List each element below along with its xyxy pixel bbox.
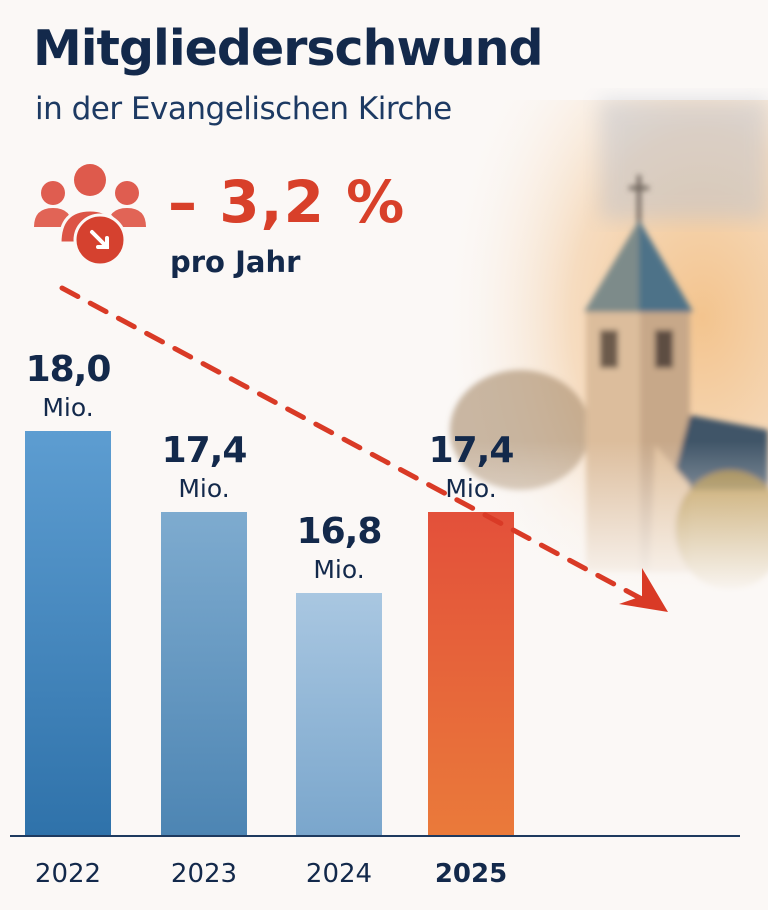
trend-arrow-line: [59, 285, 643, 601]
page-subtitle: in der Evangelischen Kirche: [35, 91, 452, 127]
decline-rate-caption: pro Jahr: [170, 245, 301, 279]
unit-label-2025: Mio.: [445, 474, 496, 503]
trend-arrow-head: [619, 568, 668, 612]
x-tick-2025: 2025: [435, 859, 507, 889]
unit-label-2023: Mio.: [178, 474, 229, 503]
bar-2023: [161, 512, 247, 836]
value-label-2025: 17,4: [429, 430, 514, 471]
page-title: Mitgliederschwund: [33, 20, 544, 77]
value-label-2022: 18,0: [26, 349, 111, 390]
value-label-2024: 16,8: [297, 511, 382, 552]
x-tick-2023: 2023: [171, 859, 237, 889]
unit-label-2024: Mio.: [313, 555, 364, 584]
x-tick-2022: 2022: [35, 859, 101, 889]
bar-2025: [428, 512, 514, 836]
value-label-2023: 17,4: [162, 430, 247, 471]
bar-2022: [25, 431, 111, 836]
bar-2024: [296, 593, 382, 836]
unit-label-2022: Mio.: [42, 393, 93, 422]
decline-rate: – 3,2 %: [168, 168, 406, 236]
people-decline-icon: [34, 164, 146, 267]
x-tick-2024: 2024: [306, 859, 372, 889]
